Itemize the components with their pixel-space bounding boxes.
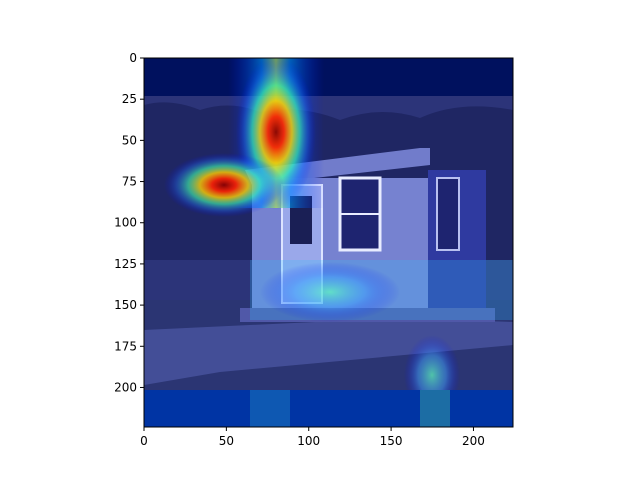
x-axis: 0 50 100 150 200 bbox=[140, 427, 485, 448]
x-tick-label: 150 bbox=[380, 434, 403, 448]
axes-frame bbox=[143, 57, 514, 428]
heat-spot-center bbox=[260, 262, 400, 322]
x-tick-label: 100 bbox=[297, 434, 320, 448]
x-tick-label: 200 bbox=[462, 434, 485, 448]
y-tick-label: 125 bbox=[114, 257, 137, 271]
y-tick-label: 175 bbox=[114, 339, 137, 353]
y-tick-label: 75 bbox=[122, 175, 137, 189]
y-tick-label: 200 bbox=[114, 380, 137, 394]
y-tick-label: 0 bbox=[129, 51, 137, 65]
y-tick-label: 25 bbox=[122, 92, 137, 106]
y-tick-label: 150 bbox=[114, 298, 137, 312]
plot-area bbox=[144, 58, 513, 427]
y-axis: 0 25 50 75 100 125 150 175 200 bbox=[114, 51, 144, 394]
x-tick-label: 50 bbox=[219, 434, 234, 448]
x-tick-label: 0 bbox=[140, 434, 148, 448]
bottom-band bbox=[144, 390, 513, 427]
heat-peak-left bbox=[164, 153, 284, 217]
walkway bbox=[144, 318, 513, 385]
y-tick-label: 50 bbox=[122, 133, 137, 147]
y-tick-label: 100 bbox=[114, 216, 137, 230]
